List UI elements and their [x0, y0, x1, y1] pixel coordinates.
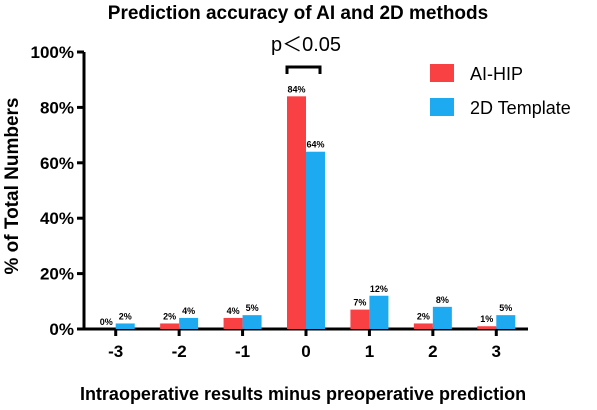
data-labels: 0% 2% 2% 4% 4% 5% 84% 64% 7% 12% 2% 8% 1% 5%	[100, 84, 513, 327]
significance-bracket	[285, 65, 322, 74]
y-tick-label: 80%	[40, 98, 74, 117]
data-label: 5%	[246, 303, 259, 313]
x-tick-label: -1	[235, 342, 250, 361]
bar-ai-hip	[287, 96, 306, 329]
y-axis-ticks: 0% 20% 40% 60% 80% 100%	[31, 43, 84, 339]
bar-2d-template	[432, 306, 452, 329]
significance-annotation: p＜0.05	[271, 34, 341, 74]
x-tick-label: 1	[365, 342, 374, 361]
bar-ai-hip	[160, 323, 180, 329]
p-value-label: p＜0.05	[271, 34, 341, 56]
data-label: 8%	[436, 295, 449, 305]
bar-2d-template	[496, 315, 516, 329]
legend: AI-HIP 2D Template	[430, 64, 571, 118]
data-label: 2%	[163, 311, 176, 321]
bar-2d-template	[242, 315, 262, 329]
x-tick-label: 0	[301, 342, 310, 361]
data-label: 2%	[417, 311, 430, 321]
data-label: 84%	[287, 84, 305, 94]
x-tick-label: -3	[108, 342, 123, 361]
data-label: 2%	[119, 311, 132, 321]
data-label: 12%	[370, 284, 388, 294]
x-axis-ticks: -3 -2 -1 0 1 2 3	[108, 329, 501, 361]
x-tick-label: 2	[428, 342, 437, 361]
data-label: 5%	[499, 303, 512, 313]
chart-title: Prediction accuracy of AI and 2D methods	[108, 3, 488, 24]
y-tick-label: 0%	[49, 320, 74, 339]
bar-2d-template	[369, 295, 389, 329]
y-axis-label: % of Total Numbers	[2, 98, 23, 275]
data-label: 64%	[306, 140, 324, 150]
data-label: 1%	[480, 314, 493, 324]
y-tick-label: 20%	[40, 265, 74, 284]
data-label: 7%	[353, 298, 366, 308]
x-tick-label: 3	[492, 342, 501, 361]
bar-ai-hip	[223, 317, 243, 329]
y-tick-label: 100%	[31, 43, 74, 62]
bar-2d-template	[179, 317, 199, 329]
y-tick-label: 40%	[40, 209, 74, 228]
bar-ai-hip	[350, 309, 370, 329]
bar-2d-template	[306, 151, 325, 329]
legend-swatch	[430, 98, 454, 116]
legend-swatch	[430, 64, 454, 82]
y-tick-label: 60%	[40, 154, 74, 173]
data-label: 4%	[227, 306, 240, 316]
data-label: 4%	[182, 306, 195, 316]
legend-label: 2D Template	[470, 98, 571, 118]
x-tick-label: -2	[172, 342, 187, 361]
x-axis-label: Intraoperative results minus preoperativ…	[80, 384, 526, 404]
legend-label: AI-HIP	[470, 64, 523, 84]
bar-2d-template	[115, 323, 135, 329]
bar-ai-hip	[477, 326, 497, 329]
bar-ai-hip	[413, 323, 433, 329]
data-label: 0%	[100, 317, 113, 327]
bars	[115, 96, 516, 329]
